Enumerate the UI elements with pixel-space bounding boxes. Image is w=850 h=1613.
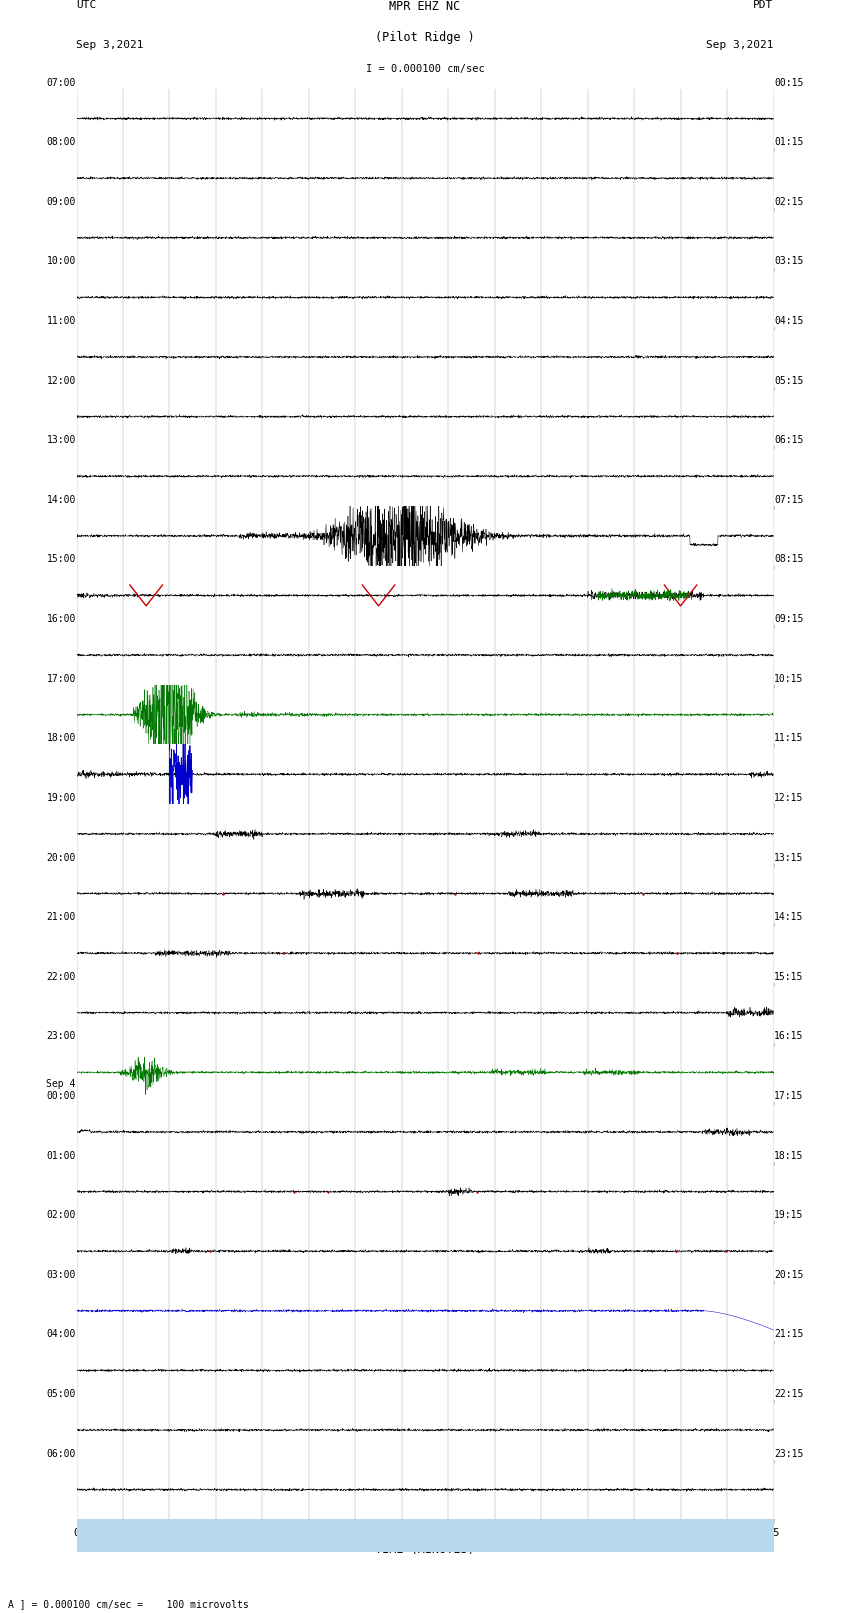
Text: 05:00: 05:00 [47,1389,76,1398]
Text: 09:15: 09:15 [774,615,803,624]
Text: 17:15: 17:15 [774,1090,803,1102]
Text: 06:00: 06:00 [47,1448,76,1458]
Text: 18:00: 18:00 [47,734,76,744]
Text: Sep 3,2021: Sep 3,2021 [706,40,774,50]
Text: I = 0.000100 cm/sec: I = 0.000100 cm/sec [366,65,484,74]
Text: 01:00: 01:00 [47,1150,76,1161]
X-axis label: TIME (MINUTES): TIME (MINUTES) [375,1542,475,1555]
Text: PDT: PDT [753,0,774,10]
Text: Sep 3,2021: Sep 3,2021 [76,40,144,50]
Text: 09:00: 09:00 [47,197,76,206]
Text: A ] = 0.000100 cm/sec =    100 microvolts: A ] = 0.000100 cm/sec = 100 microvolts [8,1600,249,1610]
Text: 06:15: 06:15 [774,436,803,445]
Text: 03:00: 03:00 [47,1269,76,1279]
Text: 00:15: 00:15 [774,77,803,87]
Text: 02:00: 02:00 [47,1210,76,1219]
Text: 10:00: 10:00 [47,256,76,266]
Text: 01:15: 01:15 [774,137,803,147]
Text: 19:15: 19:15 [774,1210,803,1219]
Text: 21:00: 21:00 [47,911,76,923]
Text: 02:15: 02:15 [774,197,803,206]
Text: 19:00: 19:00 [47,794,76,803]
Text: 23:15: 23:15 [774,1448,803,1458]
Text: 14:00: 14:00 [47,495,76,505]
Text: 12:15: 12:15 [774,794,803,803]
Text: MPR EHZ NC: MPR EHZ NC [389,0,461,13]
Text: 11:00: 11:00 [47,316,76,326]
Text: 08:00: 08:00 [47,137,76,147]
Text: 18:15: 18:15 [774,1150,803,1161]
Text: 16:00: 16:00 [47,615,76,624]
Text: 15:15: 15:15 [774,971,803,982]
Text: 13:15: 13:15 [774,853,803,863]
Text: 17:00: 17:00 [47,674,76,684]
Text: 07:15: 07:15 [774,495,803,505]
Text: 04:00: 04:00 [47,1329,76,1339]
Text: 15:00: 15:00 [47,555,76,565]
Text: 23:00: 23:00 [47,1031,76,1042]
Text: 08:15: 08:15 [774,555,803,565]
Text: 05:15: 05:15 [774,376,803,386]
Text: 04:15: 04:15 [774,316,803,326]
Text: 22:00: 22:00 [47,971,76,982]
Text: Sep 4
00:00: Sep 4 00:00 [47,1079,76,1102]
Text: 12:00: 12:00 [47,376,76,386]
Text: 03:15: 03:15 [774,256,803,266]
Text: 16:15: 16:15 [774,1031,803,1042]
Text: (Pilot Ridge ): (Pilot Ridge ) [375,31,475,44]
Text: 11:15: 11:15 [774,734,803,744]
Text: UTC: UTC [76,0,97,10]
Text: 20:00: 20:00 [47,853,76,863]
Text: 10:15: 10:15 [774,674,803,684]
Text: 14:15: 14:15 [774,911,803,923]
Text: 21:15: 21:15 [774,1329,803,1339]
Text: 13:00: 13:00 [47,436,76,445]
Text: 20:15: 20:15 [774,1269,803,1279]
Text: 22:15: 22:15 [774,1389,803,1398]
Text: 07:00: 07:00 [47,77,76,87]
